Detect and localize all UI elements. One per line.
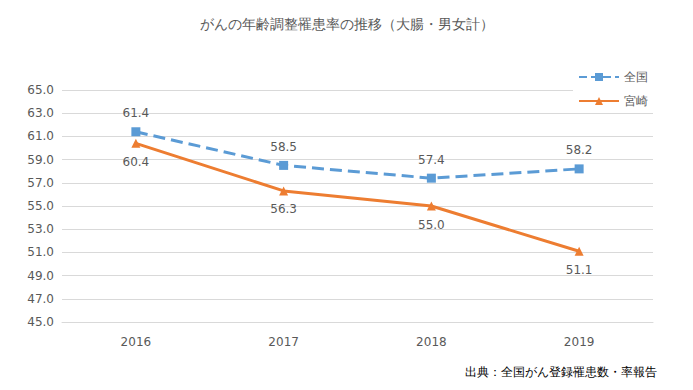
svg-text:宮崎: 宮崎	[624, 94, 648, 108]
svg-text:59.0: 59.0	[27, 153, 54, 167]
svg-text:61.0: 61.0	[27, 129, 54, 143]
svg-text:2019: 2019	[564, 335, 595, 349]
svg-text:58.2: 58.2	[566, 143, 593, 157]
svg-text:出典：全国がん登録罹患数・率報告: 出典：全国がん登録罹患数・率報告	[465, 365, 657, 379]
svg-text:55.0: 55.0	[27, 199, 54, 213]
svg-text:61.4: 61.4	[123, 106, 150, 120]
svg-text:2018: 2018	[416, 335, 447, 349]
svg-text:45.0: 45.0	[27, 315, 54, 329]
svg-text:53.0: 53.0	[27, 222, 54, 236]
svg-text:65.0: 65.0	[27, 83, 54, 97]
svg-text:2017: 2017	[268, 335, 299, 349]
svg-text:47.0: 47.0	[27, 292, 54, 306]
svg-text:55.0: 55.0	[418, 218, 445, 232]
svg-text:51.1: 51.1	[566, 263, 593, 277]
svg-text:56.3: 56.3	[270, 202, 297, 216]
svg-text:63.0: 63.0	[27, 106, 54, 120]
svg-text:51.0: 51.0	[27, 245, 54, 259]
svg-text:57.0: 57.0	[27, 176, 54, 190]
svg-text:57.4: 57.4	[418, 153, 445, 167]
svg-text:2016: 2016	[121, 335, 152, 349]
svg-text:58.5: 58.5	[270, 140, 297, 154]
svg-text:49.0: 49.0	[27, 269, 54, 283]
svg-text:全国: 全国	[624, 70, 648, 84]
svg-text:60.4: 60.4	[123, 155, 150, 169]
svg-text:がんの年齢調整罹患率の推移（大腸・男女計）: がんの年齢調整罹患率の推移（大腸・男女計）	[200, 16, 494, 32]
